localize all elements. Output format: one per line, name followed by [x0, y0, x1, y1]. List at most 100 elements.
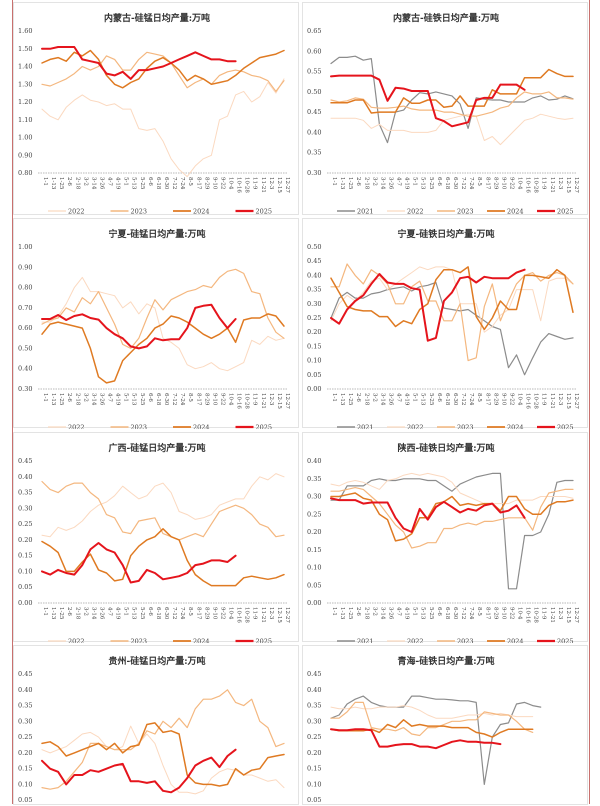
x-tick-label: 9-22	[219, 393, 225, 405]
y-tick-label: 0.55	[307, 68, 321, 76]
x-tick-label: 5-13	[420, 177, 426, 190]
x-tick-label: 7-24	[468, 393, 474, 406]
chart-panel: 内蒙古-硅铁日均产量:万吨 0.30 0.35 0.40 0.45 0.50 0.55 0.6…	[302, 2, 588, 216]
x-tick-label: 8-17	[484, 607, 490, 620]
series-line-2022	[330, 705, 534, 719]
x-tick-label: 12-27	[573, 177, 579, 193]
series-line-2025	[41, 303, 237, 350]
series-line-2025	[41, 46, 237, 80]
legend-label-2023: 2023	[457, 638, 474, 644]
x-tick-label: 6-30	[163, 607, 169, 620]
x-tick-label: 10-28	[244, 607, 250, 623]
y-tick-label: 0.05	[18, 583, 32, 591]
x-tick-label: 12-3	[268, 393, 274, 406]
series-line-2024	[330, 719, 534, 738]
y-tick-label: 0.15	[307, 765, 321, 773]
x-tick-label: 8-29	[492, 393, 498, 406]
x-tick-label: 2-18	[363, 177, 369, 190]
y-tick-label: 0.40	[307, 457, 321, 465]
legend-label-2023: 2023	[131, 638, 148, 644]
legend-label-2024: 2024	[507, 208, 524, 216]
y-tick-label: 0.40	[307, 128, 321, 136]
legend-label-2025: 2025	[256, 424, 273, 430]
x-tick-label: 10-28	[244, 393, 250, 409]
y-tick-label: 0.00	[307, 385, 321, 393]
x-tick-label: 9-10	[211, 607, 217, 620]
series-line-2023	[330, 701, 534, 737]
x-tick-label: 4-7	[107, 393, 113, 402]
x-tick-label: 7-12	[460, 177, 466, 189]
x-tick-label: 8-5	[476, 607, 482, 616]
x-tick-label: 10-16	[525, 607, 531, 623]
legend-label-2024: 2024	[507, 424, 524, 430]
x-tick-label: 7-12	[460, 393, 466, 405]
y-tick-label: 0.60	[307, 47, 321, 55]
y-tick-label: 0.80	[18, 169, 32, 177]
y-tick-label: 0.10	[18, 567, 32, 575]
legend-label-2022: 2022	[407, 208, 424, 216]
series-line-2022	[41, 78, 285, 178]
x-tick-label: 7-24	[468, 177, 474, 190]
x-tick-label: 12-3	[557, 607, 563, 620]
x-tick-label: 2-18	[74, 607, 80, 620]
x-tick-label: 1-1	[42, 393, 48, 402]
x-tick-label: 1-13	[50, 177, 56, 190]
y-tick-label: 0.40	[307, 271, 321, 279]
y-tick-label: 0.20	[307, 528, 321, 536]
y-tick-label: 0.45	[307, 670, 321, 678]
x-tick-label: 1-13	[339, 393, 345, 406]
x-tick-label: 11-9	[252, 393, 258, 406]
x-tick-label: 8-5	[187, 393, 193, 402]
x-tick-label: 11-9	[252, 177, 258, 190]
x-tick-label: 1-13	[339, 607, 345, 620]
y-tick-label: 0.60	[18, 324, 32, 332]
x-tick-label: 9-22	[508, 607, 514, 619]
chart-title: 青海-硅铁日均产量:万吨	[397, 655, 494, 667]
chart-title: 内蒙古-硅锰日均产量:万吨	[104, 12, 210, 24]
y-tick-label: 0.30	[18, 385, 32, 393]
x-tick-label: 8-29	[203, 177, 209, 190]
x-tick-label: 9-22	[508, 393, 514, 405]
legend-label-2024: 2024	[193, 638, 210, 644]
y-tick-label: 0.30	[307, 493, 321, 501]
x-tick-label: 8-5	[187, 177, 193, 186]
x-tick-label: 2-6	[355, 393, 361, 402]
y-tick-label: 0.20	[18, 749, 32, 757]
x-tick-label: 6-18	[155, 607, 161, 620]
x-tick-label: 11-9	[252, 607, 258, 620]
line-chart: 内蒙古-硅铁日均产量:万吨 0.30 0.35 0.40 0.45 0.50 0.55 0.6…	[307, 12, 579, 216]
x-tick-label: 8-29	[203, 607, 209, 620]
x-tick-label: 8-17	[484, 393, 490, 406]
series-line-2024	[330, 68, 574, 114]
y-tick-label: 0.50	[18, 344, 32, 352]
legend-label-2021: 2021	[357, 208, 374, 216]
x-tick-label: 8-5	[476, 393, 482, 402]
y-tick-label: 0.30	[307, 169, 321, 177]
x-tick-label: 5-1	[412, 393, 418, 402]
y-tick-label: 0.25	[307, 733, 321, 741]
legend-label-2021: 2021	[357, 638, 374, 644]
x-tick-label: 2-6	[66, 177, 72, 186]
x-tick-label: 11-21	[260, 607, 266, 623]
y-tick-label: 0.20	[307, 749, 321, 757]
y-tick-label: 0.70	[18, 304, 32, 312]
x-tick-label: 5-25	[428, 177, 434, 190]
chart-title: 陕西-硅铁日均产量:万吨	[397, 442, 494, 454]
x-tick-label: 9-22	[508, 177, 514, 189]
x-tick-label: 3-26	[387, 393, 393, 406]
chart-panel: 陕西-硅铁日均产量:万吨 0.00 0.05 0.10 0.15 0.20 0.25 0.30…	[302, 432, 588, 644]
x-tick-label: 6-18	[155, 177, 161, 190]
x-tick-label: 9-22	[219, 177, 225, 189]
x-tick-label: 12-3	[557, 393, 563, 406]
legend-label-2025: 2025	[256, 638, 273, 644]
x-tick-label: 6-18	[444, 393, 450, 406]
x-tick-label: 11-21	[260, 393, 266, 409]
x-tick-label: 7-24	[179, 607, 185, 620]
y-tick-label: 1.40	[18, 63, 32, 71]
x-tick-label: 8-5	[476, 177, 482, 186]
series-line-2021	[330, 55, 574, 144]
x-tick-label: 7-24	[179, 393, 185, 406]
chart-panel: 青海-硅铁日均产量:万吨 0.05 0.10 0.15 0.20 0.25 0.30 0.35…	[302, 645, 588, 805]
y-tick-label: 0.65	[307, 27, 321, 35]
x-tick-label: 12-27	[284, 177, 290, 193]
